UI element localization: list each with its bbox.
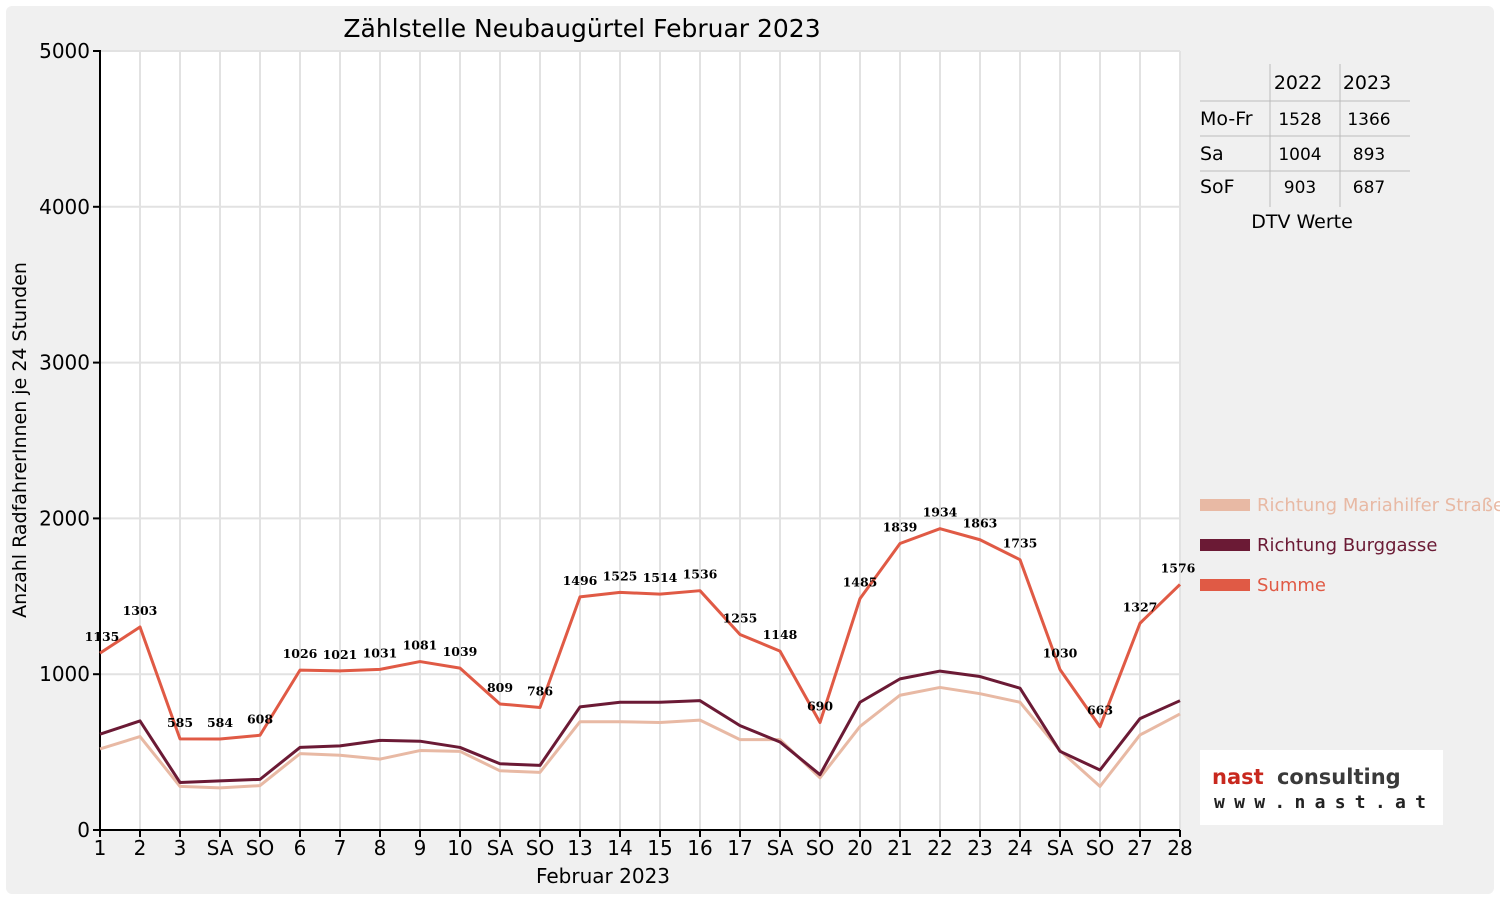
x-tick-label: SA bbox=[1047, 836, 1074, 860]
x-tick-label: 24 bbox=[1007, 836, 1032, 860]
dtv-row-label: SoF bbox=[1200, 176, 1235, 198]
series-line bbox=[99, 527, 1182, 741]
logo-word-consulting: consulting bbox=[1277, 765, 1401, 789]
legend-swatch bbox=[1200, 579, 1250, 591]
data-label: 1514 bbox=[643, 570, 678, 585]
x-tick-label: SA bbox=[767, 836, 794, 860]
axes bbox=[99, 50, 1180, 831]
data-label: 1525 bbox=[603, 568, 638, 583]
legend-swatch bbox=[1200, 499, 1250, 511]
dtv-cell: 1528 bbox=[1278, 110, 1321, 130]
legend-entry: Summe bbox=[1257, 575, 1326, 596]
y-tick-label: 2000 bbox=[39, 506, 90, 530]
dtv-header-2023: 2023 bbox=[1343, 72, 1391, 94]
nast-consulting-logo: nast consulting www.nast.at bbox=[1200, 750, 1443, 825]
y-tick-label: 3000 bbox=[39, 351, 90, 375]
x-tick-label: SA bbox=[207, 836, 234, 860]
x-tick-label: 14 bbox=[607, 836, 632, 860]
grid bbox=[99, 50, 1181, 831]
data-label: 1030 bbox=[1043, 646, 1078, 661]
x-tick-label: SO bbox=[246, 836, 274, 860]
y-tick-label: 0 bbox=[77, 818, 90, 842]
x-tick-label: 1 bbox=[94, 836, 107, 860]
x-tick-label: 13 bbox=[567, 836, 592, 860]
legend: Richtung Mariahilfer Straße Richtung Burg… bbox=[1200, 495, 1500, 596]
x-tick-label: SA bbox=[487, 836, 514, 860]
series-line bbox=[99, 685, 1181, 790]
x-tick-label: SO bbox=[1086, 836, 1114, 860]
x-tick-label: 16 bbox=[687, 836, 712, 860]
dtv-caption: DTV Werte bbox=[1251, 211, 1353, 233]
logo-word-nast: nast bbox=[1212, 765, 1264, 789]
x-tick-label: SO bbox=[526, 836, 554, 860]
dtv-cell: 1366 bbox=[1347, 110, 1390, 130]
x-tick-label: 22 bbox=[927, 836, 952, 860]
y-tick-label: 5000 bbox=[39, 39, 90, 63]
data-label: 809 bbox=[487, 680, 513, 695]
dtv-row-label: Sa bbox=[1200, 143, 1224, 165]
data-label: 1026 bbox=[283, 646, 318, 661]
data-label: 1863 bbox=[963, 516, 998, 531]
y-axis-label: Anzahl RadfahrerInnen je 24 Stunden bbox=[9, 262, 31, 618]
x-tick-label: SO bbox=[806, 836, 834, 860]
series-line bbox=[99, 669, 1181, 784]
data-label: 1934 bbox=[923, 505, 958, 520]
dtv-table: 2022 2023 Mo-Fr 1528 1366 Sa 1004 893 So… bbox=[1200, 64, 1410, 233]
legend-entry: Richtung Burggasse bbox=[1257, 535, 1437, 556]
y-tick-label: 4000 bbox=[39, 195, 90, 219]
data-label: 1039 bbox=[443, 644, 478, 659]
x-tick-label: 17 bbox=[727, 836, 752, 860]
data-label: 1576 bbox=[1161, 560, 1196, 575]
x-tick-label: 9 bbox=[414, 836, 427, 860]
dtv-cell: 893 bbox=[1353, 145, 1385, 165]
data-label: 584 bbox=[207, 715, 233, 730]
data-label: 585 bbox=[167, 715, 193, 730]
data-label: 1255 bbox=[723, 610, 758, 625]
data-label: 1031 bbox=[363, 645, 398, 660]
x-tick-label: 6 bbox=[294, 836, 307, 860]
x-tick-label: 8 bbox=[374, 836, 387, 860]
y-axis-ticks: 0 1000 2000 3000 4000 5000 bbox=[39, 39, 100, 842]
data-label: 1081 bbox=[403, 638, 438, 653]
data-label: 1839 bbox=[883, 519, 918, 534]
data-label: 663 bbox=[1087, 703, 1113, 718]
series-lines bbox=[99, 527, 1182, 790]
x-axis-ticks: 1 2 3 SA SO 6 7 8 9 10 SA SO 13 14 15 16 17 SA SO 20 21 22 23 2… bbox=[94, 830, 1193, 860]
data-label: 608 bbox=[247, 711, 273, 726]
logo-wordmark: nast consulting bbox=[1212, 765, 1401, 789]
data-label: 1327 bbox=[1123, 599, 1158, 614]
dtv-cell: 1004 bbox=[1278, 145, 1321, 165]
x-tick-label: 3 bbox=[174, 836, 187, 860]
x-tick-label: 2 bbox=[134, 836, 147, 860]
data-label: 690 bbox=[807, 698, 833, 713]
x-tick-label: 10 bbox=[447, 836, 472, 860]
legend-entry: Richtung Mariahilfer Straße bbox=[1257, 495, 1500, 516]
data-label: 1735 bbox=[1003, 536, 1038, 551]
legend-swatch bbox=[1200, 539, 1250, 551]
x-tick-label: 7 bbox=[334, 836, 347, 860]
x-tick-label: 27 bbox=[1127, 836, 1152, 860]
data-label: 786 bbox=[527, 684, 553, 699]
chart-title: Zählstelle Neubaugürtel Februar 2023 bbox=[343, 14, 820, 43]
data-label: 1135 bbox=[85, 629, 120, 644]
x-axis-label: Februar 2023 bbox=[536, 864, 670, 888]
data-label: 1485 bbox=[843, 575, 878, 590]
data-label: 1148 bbox=[763, 627, 798, 642]
dtv-cell: 903 bbox=[1284, 178, 1316, 198]
x-tick-label: 15 bbox=[647, 836, 672, 860]
x-tick-label: 20 bbox=[847, 836, 872, 860]
data-label: 1496 bbox=[563, 573, 598, 588]
dtv-cell: 687 bbox=[1353, 178, 1385, 198]
x-tick-label: 23 bbox=[967, 836, 992, 860]
data-label: 1303 bbox=[123, 603, 158, 618]
dtv-header-2022: 2022 bbox=[1274, 72, 1322, 94]
x-tick-label: 21 bbox=[887, 836, 912, 860]
dtv-row-label: Mo-Fr bbox=[1200, 108, 1253, 130]
x-tick-label: 28 bbox=[1167, 836, 1192, 860]
data-label: 1021 bbox=[323, 647, 358, 662]
data-label: 1536 bbox=[683, 567, 718, 582]
y-tick-label: 1000 bbox=[39, 662, 90, 686]
